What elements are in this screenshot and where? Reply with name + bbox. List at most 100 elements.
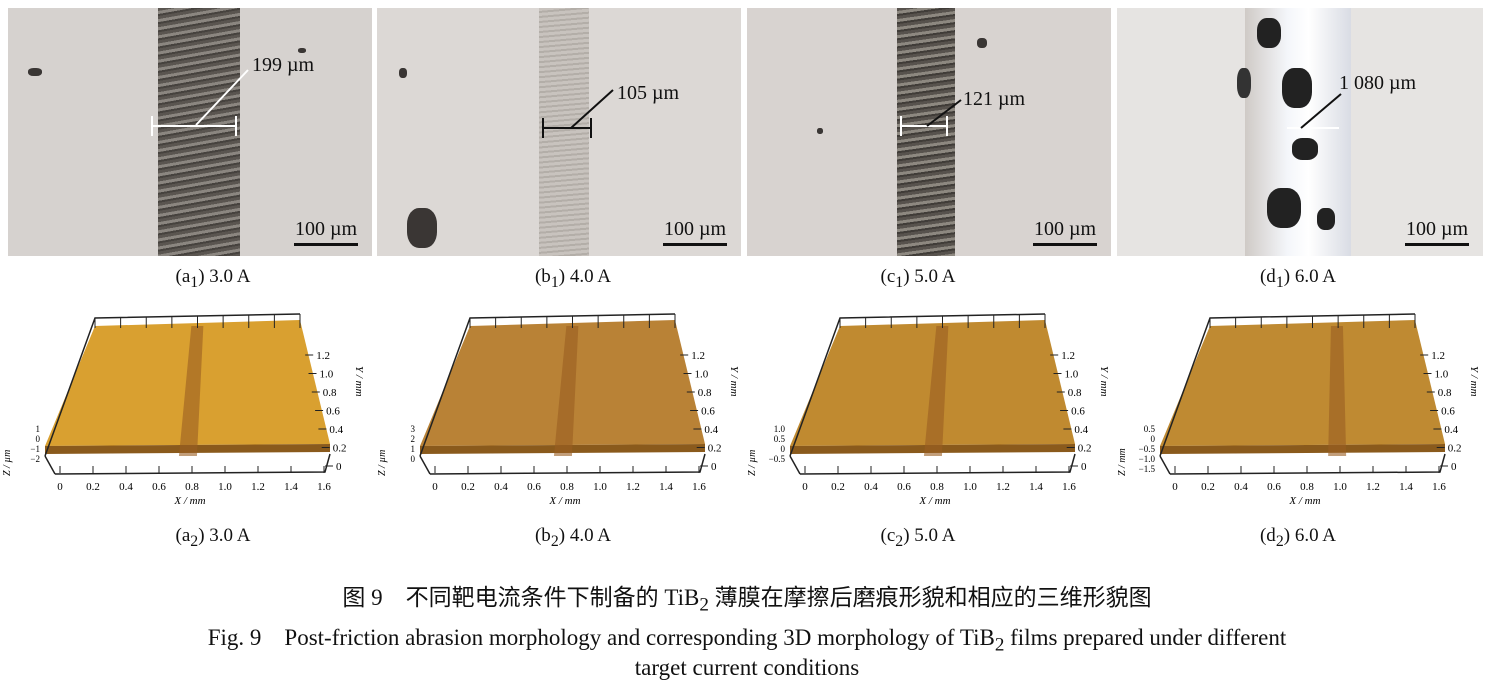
z-tick-label: −1.0 [1139, 454, 1156, 464]
z-tick-label: 1.0 [774, 424, 786, 434]
x-tick-label: 0.4 [119, 481, 133, 493]
caption-a1: (a1) 3.0 A [175, 266, 251, 291]
x-tick-label: 0.6 [1267, 481, 1281, 493]
y-tick-label: 0.8 [698, 387, 712, 399]
z-tick-label: −0.5 [769, 454, 786, 464]
x-axis-label: X / mm [918, 495, 950, 506]
x-tick-label: 0.4 [864, 481, 878, 493]
x-tick-label: 0.6 [527, 481, 541, 493]
plot-canvas: 0 0.2 0.4 0.6 0.8 1.0 1.2 1.4 1.6 X / mm 0 0.2 0.4 0.… [2, 313, 365, 507]
z-tick-label: 3 [411, 424, 416, 434]
width-label: 1 080 µm [1339, 72, 1417, 94]
plot-3d-a2: 0 0.2 0.4 0.6 0.8 1.0 1.2 1.4 1.6 X / mm 0 0.2 0.4 0.… [0, 306, 370, 507]
z-axis-label: Z / µm [747, 450, 758, 476]
x-tick-label: 0.2 [831, 481, 845, 493]
debris-spot [977, 38, 987, 48]
measurement-arrow [151, 69, 249, 136]
y-axis-label: Y / mm [353, 366, 365, 397]
x-axis-line [1169, 453, 1446, 475]
y-tick-label: 1.2 [316, 350, 330, 362]
debris-spot [1237, 68, 1251, 98]
z-tick-label: 0 [411, 454, 416, 464]
debris-spot [28, 68, 42, 76]
x-tick-label: 1.6 [317, 481, 331, 493]
x-tick-label: 0 [432, 481, 438, 493]
micrograph-d1: 1 080 µm 100 µm [1117, 8, 1483, 256]
debris-spot [1267, 188, 1301, 228]
z-tick-label: −1.5 [1139, 464, 1156, 474]
x-tick-label: 0 [57, 481, 63, 493]
y-tick-label: 0.6 [1441, 406, 1455, 418]
micrograph-a1: 199 µm 100 µm [8, 8, 372, 256]
y-tick-label: 0 [1451, 461, 1457, 473]
z-axis-line [44, 455, 56, 475]
caption-b1: (b1) 4.0 A [534, 266, 611, 291]
figure-caption-cn: 图 9 不同靶电流条件下制备的 TiB2 薄膜在摩擦后磨痕形貌和相应的三维形貌图 [342, 585, 1152, 616]
plot-canvas: 0 0.2 0.4 0.6 0.8 1.0 1.2 1.4 1.6 X / mm 0 0.2 0.4 0.… [747, 313, 1110, 507]
x-tick-label: 1.2 [996, 481, 1010, 493]
z-tick-label: 0 [36, 434, 41, 444]
x-tick-label: 1.0 [218, 481, 232, 493]
y-tick-label: 0.2 [1078, 443, 1092, 455]
surface [1160, 320, 1445, 446]
x-tick-label: 1.0 [593, 481, 607, 493]
measurement-arrow [542, 89, 614, 138]
y-tick-label: 0.4 [329, 424, 343, 436]
y-tick-label: 1.0 [1435, 369, 1449, 381]
z-tick-label: 0.5 [774, 434, 786, 444]
z-tick-label: 2 [411, 434, 416, 444]
y-tick-label: 1.0 [320, 369, 334, 381]
wear-track-groove [923, 326, 949, 456]
figure-caption-en: Fig. 9 Post-friction abrasion morphology… [207, 625, 1287, 656]
z-tick-label: 0.5 [1144, 424, 1156, 434]
z-tick-label: −2 [30, 454, 40, 464]
y-tick-label: 0.8 [323, 387, 337, 399]
scale-bar: 100 µm [294, 218, 358, 246]
z-axis-line [1159, 455, 1171, 475]
scale-bar: 100 µm [663, 218, 727, 246]
micrograph-b1: 105 µm 100 µm [377, 8, 741, 256]
x-tick-label: 1.4 [659, 481, 673, 493]
z-tick-label: 0 [781, 444, 786, 454]
surface-edge [1160, 444, 1445, 454]
x-tick-label: 1.4 [1029, 481, 1043, 493]
y-tick-label: 0 [336, 461, 342, 473]
scale-bar: 100 µm [1405, 218, 1469, 246]
width-label: 121 µm [963, 88, 1026, 110]
x-tick-label: 0.8 [1300, 481, 1314, 493]
y-tick-label: 0 [1081, 461, 1087, 473]
y-tick-label: 1.0 [1065, 369, 1079, 381]
wear-track-groove [178, 326, 204, 456]
x-tick-label: 1.4 [284, 481, 298, 493]
y-axis-label: Y / mm [728, 366, 740, 397]
debris-spot [1317, 208, 1335, 230]
y-tick-label: 0.2 [708, 443, 722, 455]
x-tick-label: 0.2 [461, 481, 475, 493]
measurement-arrow [900, 99, 962, 136]
x-tick-label: 1.0 [1333, 481, 1347, 493]
width-label: 199 µm [252, 54, 315, 76]
x-tick-label: 1.4 [1399, 481, 1413, 493]
z-tick-label: −0.5 [1139, 444, 1156, 454]
x-axis-label: X / mm [173, 495, 205, 506]
caption-b2: (b2) 4.0 A [534, 525, 611, 550]
caption-c1: (c1) 5.0 A [880, 266, 956, 291]
measurement-arrow [1287, 93, 1342, 129]
z-tick-label: 0 [1151, 434, 1156, 444]
plot-3d-c2: 0 0.2 0.4 0.6 0.8 1.0 1.2 1.4 1.6 X / mm 0 0.2 0.4 0.… [745, 306, 1115, 507]
plot-canvas: 0 0.2 0.4 0.6 0.8 1.0 1.2 1.4 1.6 X / mm 0 0.2 0.4 0.… [1117, 313, 1480, 507]
z-axis-label: Z / µm [377, 450, 388, 476]
x-tick-label: 1.2 [1366, 481, 1380, 493]
y-tick-label: 0.4 [1444, 424, 1458, 436]
x-axis-label: X / mm [1288, 495, 1320, 506]
z-tick-label: 1 [36, 424, 41, 434]
z-axis-line [419, 455, 431, 475]
y-tick-label: 0.4 [704, 424, 718, 436]
z-axis-label: Z / mm [1117, 448, 1128, 476]
debris-spot [1292, 138, 1318, 160]
y-tick-label: 0.4 [1074, 424, 1088, 436]
y-tick-label: 1.0 [695, 369, 709, 381]
x-tick-label: 0 [802, 481, 808, 493]
x-axis-label: X / mm [548, 495, 580, 506]
debris-spot [407, 208, 437, 248]
